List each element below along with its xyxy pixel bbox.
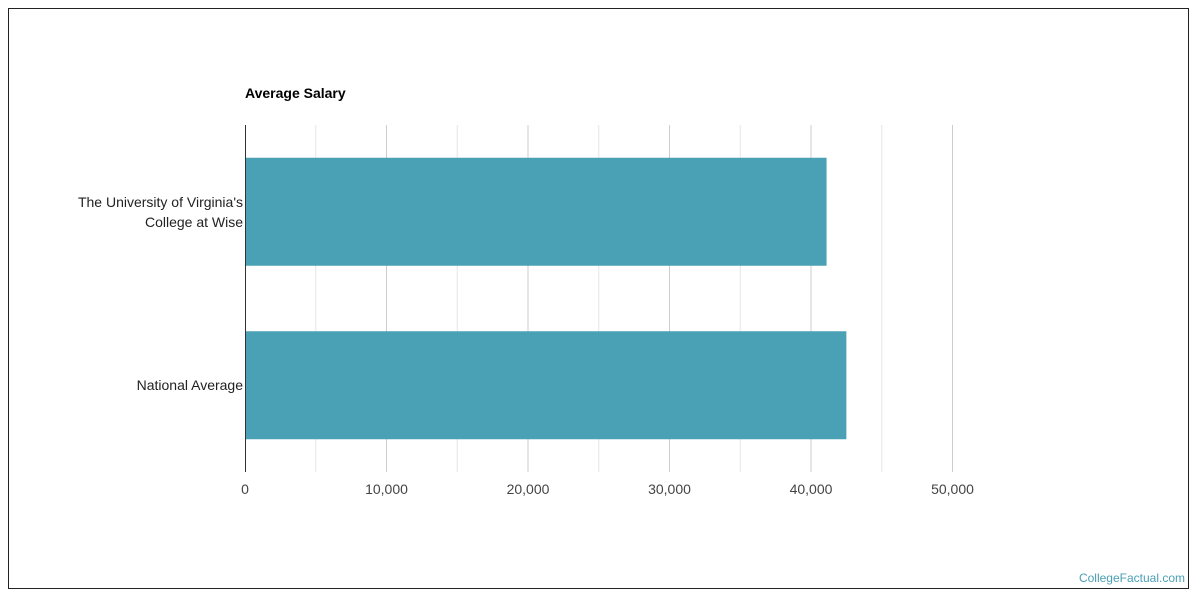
bars xyxy=(245,157,847,440)
x-tick-label: 40,000 xyxy=(789,481,833,497)
watermark-link[interactable]: CollegeFactual.com xyxy=(1078,571,1185,585)
category-label-line: College at Wise xyxy=(144,213,243,230)
x-tick-label: 50,000 xyxy=(931,481,974,497)
category-label-line: The University of Virginia's xyxy=(77,193,243,210)
bar-0[interactable] xyxy=(245,157,827,266)
category-label-0: The University of Virginia's College at W… xyxy=(78,192,243,232)
x-tick-label: 10,000 xyxy=(365,481,408,497)
category-label-1: National Average xyxy=(137,375,243,395)
chart-title: Average Salary xyxy=(245,85,346,101)
bar-1[interactable] xyxy=(245,331,847,440)
x-tick-label: 30,000 xyxy=(648,481,691,497)
x-tick-label: 0 xyxy=(241,481,249,497)
category-label-line: National Average xyxy=(136,377,243,394)
chart-frame xyxy=(8,8,1189,589)
x-tick-label: 20,000 xyxy=(506,481,550,497)
